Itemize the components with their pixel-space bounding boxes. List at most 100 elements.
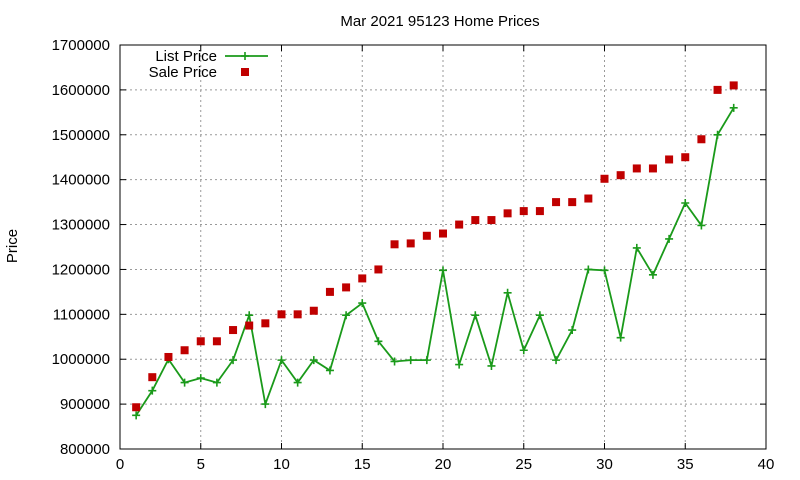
list-price-point [180,378,189,387]
y-tick-label: 1200000 [52,261,110,278]
list-price-point [293,378,302,387]
y-tick-label: 1500000 [52,127,110,144]
list-price-point [616,333,625,342]
sale-price-point [277,310,286,319]
sale-price-point [358,274,367,283]
sale-price-point [148,373,157,382]
list-price-point [229,356,238,365]
list-price-point [455,360,464,369]
sale-price-point [648,164,657,173]
list-price-point [665,234,674,243]
sale-price-point [229,326,238,335]
list-price-point [584,265,593,274]
sale-price-point [132,403,141,412]
list-price-point [503,288,512,297]
legend-sale-price-label: Sale Price [149,64,217,81]
sale-price-point [697,135,706,144]
sale-price-point [180,346,189,355]
x-tick-label: 5 [197,456,205,473]
list-price-line [135,107,735,416]
list-price-point [568,326,577,335]
y-tick-label: 800000 [60,441,110,458]
y-axis-label: Price [4,229,21,263]
sale-price-point [309,306,318,315]
sale-price-point [552,198,561,207]
x-tick-label: 20 [435,456,452,473]
list-price-point [422,356,431,365]
sale-price-point [439,229,447,238]
sale-price-point [487,216,496,225]
list-price-point [212,378,221,387]
sale-price-point [342,283,351,292]
list-price-point [132,411,141,420]
grid [120,45,766,449]
list-price-point [342,311,351,320]
list-price-point [713,130,722,139]
sale-price-series [132,81,738,412]
list-price-series [132,103,738,420]
list-price-point [552,356,561,365]
x-tick-label: 35 [677,456,694,473]
sale-price-point [293,310,302,319]
list-price-point [309,356,318,365]
sale-price-point [422,231,431,240]
list-price-point [277,356,286,365]
list-price-point [148,386,157,395]
list-price-point [487,361,496,370]
sale-price-point [535,207,544,216]
x-tick-label: 0 [116,456,124,473]
list-price-point [406,356,415,365]
list-price-point [439,266,447,275]
y-tick-label: 1600000 [52,82,110,99]
y-tick-label: 1700000 [52,37,110,54]
sale-price-point [713,85,722,94]
plot-area [132,81,738,420]
sale-price-point [519,207,528,216]
chart-title: Mar 2021 95123 Home Prices [340,13,539,30]
list-price-point [325,366,334,375]
sale-price-point [455,220,464,229]
list-price-point [729,103,738,112]
tick-labels: 0 5 10 15 20 25 30 35 40 800000 900000 1000000 11000… [52,37,775,473]
list-price-point [471,311,480,320]
sale-price-point [406,239,415,248]
legend-sale-price-marker [241,68,249,76]
x-tick-label: 15 [354,456,371,473]
sale-price-point [261,319,270,328]
x-tick-label: 40 [758,456,775,473]
sale-price-point [568,198,577,207]
list-price-point [535,311,544,320]
sale-price-point [616,171,625,180]
legend-list-price-label: List Price [155,48,217,65]
sale-price-point [196,337,205,346]
sale-price-point [212,337,221,346]
sale-price-point [729,81,738,90]
x-tick-label: 30 [596,456,613,473]
sale-price-point [632,164,641,173]
x-tick-label: 25 [515,456,532,473]
sale-price-point [584,194,593,203]
sale-price-point [245,321,254,330]
list-price-point [648,270,657,279]
legend-list-price-marker [241,52,249,60]
plot-border [119,44,767,450]
y-tick-label: 1000000 [52,351,110,368]
sale-price-point [681,153,690,162]
sale-price-point [374,265,383,274]
list-price-point [681,199,690,208]
list-price-point [261,400,270,409]
y-tick-label: 900000 [60,396,110,413]
y-tick-label: 1300000 [52,217,110,234]
sale-price-point [665,155,674,164]
list-price-point [390,357,399,366]
sale-price-point [164,352,173,361]
list-price-point [600,266,609,275]
sale-price-point [390,240,399,249]
list-price-point [245,311,254,320]
sale-price-point [503,209,512,218]
list-price-point [374,337,383,346]
sale-price-point [600,174,609,183]
sale-price-point [325,287,334,296]
